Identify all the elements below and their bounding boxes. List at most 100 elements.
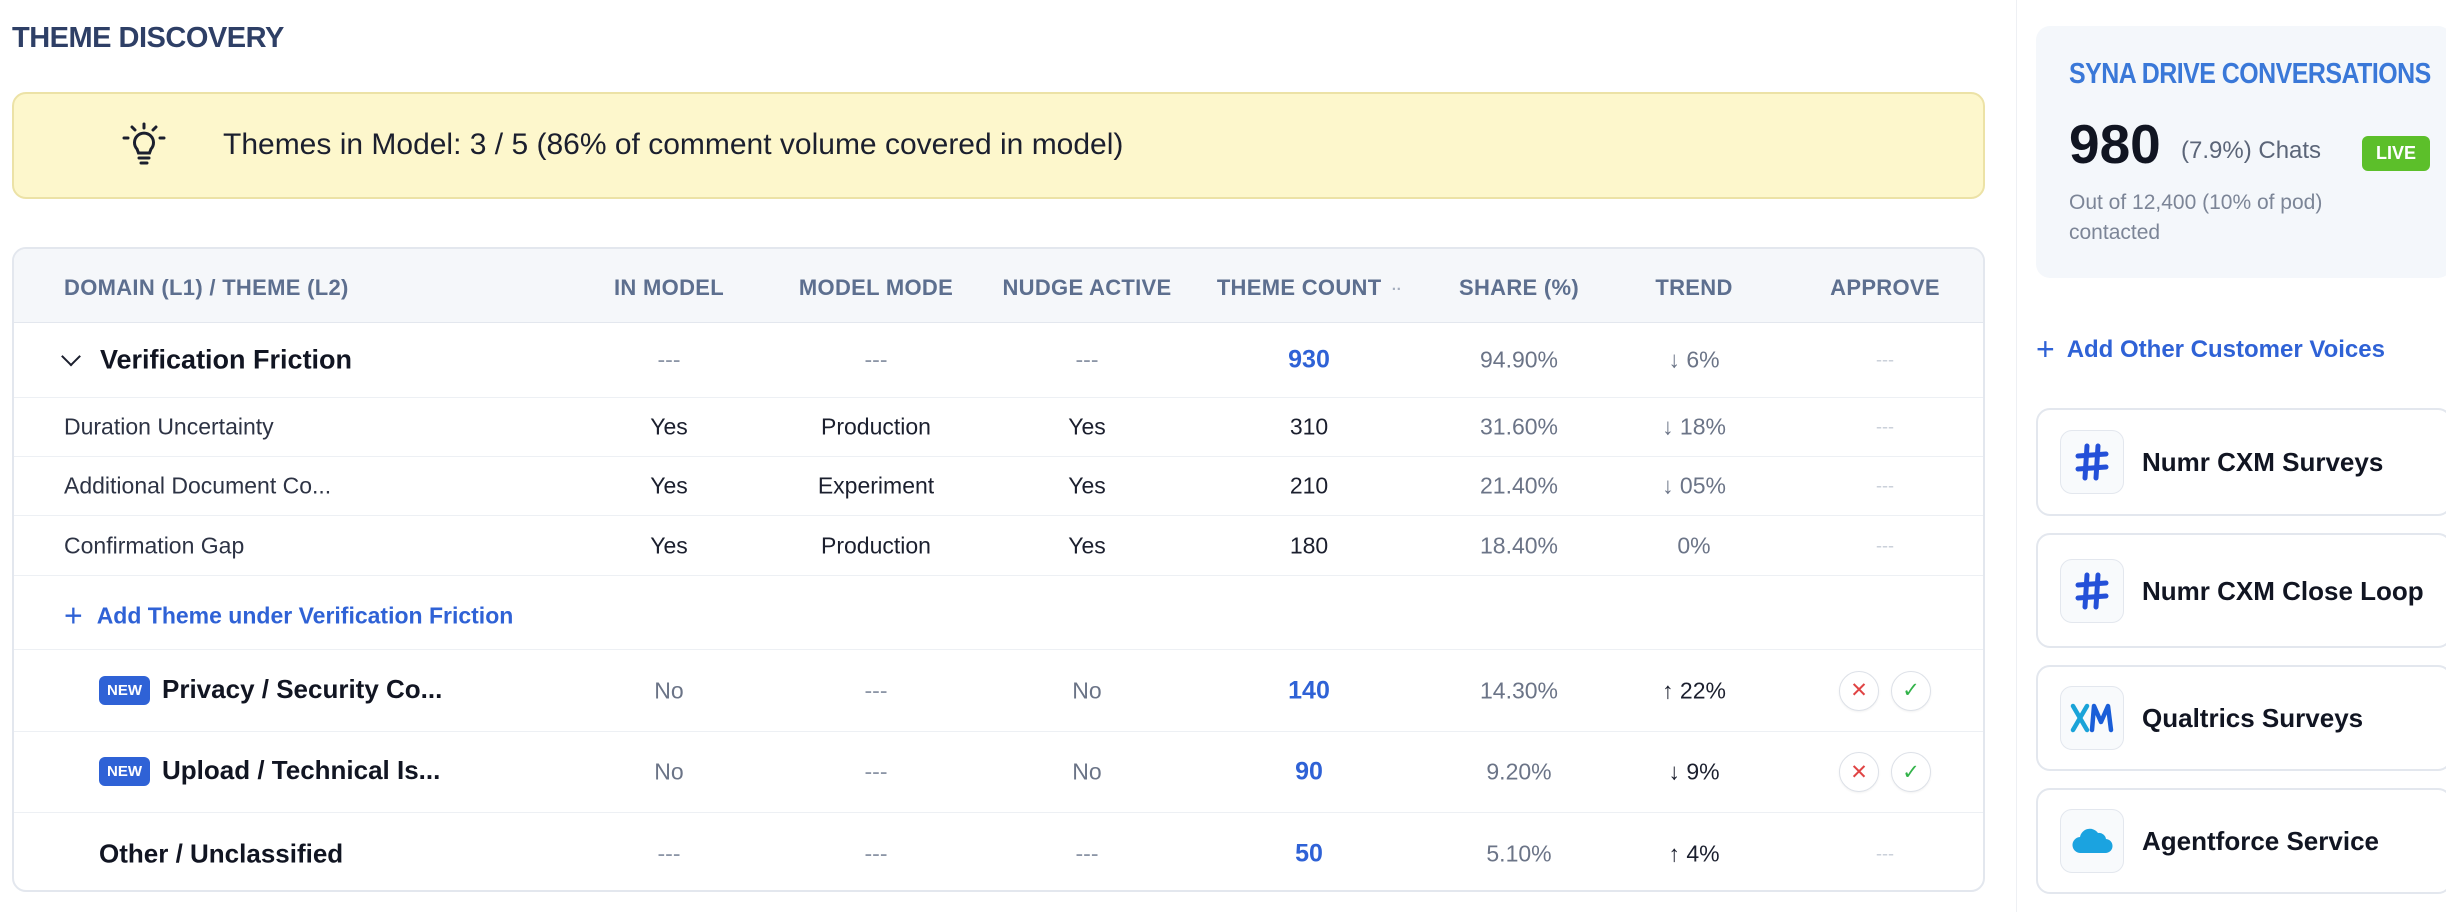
header-approve: APPROVE	[1830, 275, 1940, 300]
cell-nudge-active: ---	[1075, 840, 1099, 866]
cell-model-mode: Production	[821, 532, 931, 558]
header-nudge-active[interactable]: NUDGE ACTIVE	[1002, 275, 1172, 300]
syna-conversations-card: SYNA DRIVE CONVERSATIONS 980 (7.9%) Chat…	[2036, 26, 2446, 278]
theme-name[interactable]: NEW Privacy / Security Co...	[99, 674, 442, 708]
header-in-model[interactable]: IN MODEL	[614, 275, 724, 300]
cell-nudge-active: Yes	[1068, 472, 1106, 499]
cell-theme-count[interactable]: 930	[1288, 345, 1330, 374]
cell-share: 14.30%	[1479, 677, 1559, 703]
cell-nudge-active: Yes	[1068, 532, 1106, 558]
syna-title: SYNA DRIVE CONVERSATIONS	[2069, 58, 2431, 90]
voice-card-agentforce[interactable]: Agentforce Service	[2036, 788, 2446, 894]
table-row[interactable]: Additional Document Co... Yes Experiment…	[14, 457, 1983, 516]
table-row-other[interactable]: Other / Unclassified --- --- --- 50 5.10…	[14, 813, 1983, 890]
theme-name[interactable]: Confirmation Gap	[64, 532, 245, 558]
theme-name-label: Upload / Technical Is...	[162, 755, 441, 785]
approve-button[interactable]: ✓	[1891, 752, 1931, 792]
cell-theme-count: 180	[1289, 532, 1329, 558]
table-row-new[interactable]: NEW Privacy / Security Co... No --- No 14…	[14, 650, 1983, 732]
sort-icon[interactable]: ⋅⋅	[1391, 282, 1402, 297]
cell-trend: ↑ 4%	[1668, 840, 1720, 866]
add-voices-label: Add Other Customer Voices	[2066, 336, 2385, 363]
header-theme-count[interactable]: THEME COUNT ⋅⋅	[1217, 275, 1401, 301]
cell-nudge-active: ---	[1075, 346, 1099, 373]
theme-name-label: Privacy / Security Co...	[162, 673, 443, 704]
cell-approve: ---	[1876, 475, 1894, 496]
cell-theme-count[interactable]: 140	[1288, 676, 1330, 704]
cell-trend: ↓ 18%	[1662, 413, 1726, 440]
hash-icon	[2060, 558, 2124, 623]
header-trend[interactable]: TREND	[1655, 275, 1733, 300]
cell-theme-count[interactable]: 50	[1295, 839, 1323, 867]
table-row[interactable]: Confirmation Gap Yes Production Yes 180 …	[14, 516, 1983, 576]
table-row-new[interactable]: NEW Upload / Technical Is... No --- No 90…	[14, 732, 1983, 813]
cell-nudge-active: No	[1072, 758, 1102, 785]
cell-share: 9.20%	[1486, 758, 1552, 785]
cell-trend: ↓ 05%	[1662, 472, 1726, 499]
cell-in-model: Yes	[650, 413, 688, 440]
header-theme-count-label: THEME COUNT	[1216, 275, 1382, 300]
cell-theme-count[interactable]: 90	[1295, 757, 1323, 786]
reject-button[interactable]: ✕	[1839, 752, 1879, 792]
cell-nudge-active: No	[1072, 677, 1102, 703]
hash-icon	[2060, 430, 2124, 494]
add-voices-button[interactable]: + Add Other Customer Voices	[2036, 328, 2385, 367]
add-theme-label: Add Theme under Verification Friction	[96, 602, 514, 628]
cell-trend: ↓ 9%	[1668, 758, 1720, 785]
cell-trend: 0%	[1677, 532, 1711, 558]
header-domain[interactable]: DOMAIN (L1) / THEME (L2)	[64, 275, 349, 300]
approve-actions: ✕ ✓	[1839, 670, 1931, 711]
approve-actions: ✕ ✓	[1839, 752, 1931, 792]
plus-icon: +	[64, 597, 83, 633]
cell-trend: ↓ 6%	[1668, 346, 1720, 373]
table-row[interactable]: Duration Uncertainty Yes Production Yes …	[14, 398, 1983, 457]
lightbulb-icon	[122, 122, 166, 165]
cell-nudge-active: Yes	[1068, 413, 1106, 440]
theme-name[interactable]: NEW Upload / Technical Is...	[99, 755, 440, 789]
cell-trend: ↑ 22%	[1662, 677, 1726, 703]
voice-card-numr-close-loop[interactable]: Numr CXM Close Loop	[2036, 533, 2446, 648]
coverage-banner: Themes in Model: 3 / 5 (86% of comment v…	[12, 92, 1985, 199]
cell-share: 5.10%	[1486, 840, 1552, 866]
cell-approve: ---	[1876, 843, 1894, 863]
cell-model-mode: Production	[821, 413, 931, 440]
header-model-mode[interactable]: MODEL MODE	[798, 275, 954, 300]
new-badge: NEW	[99, 757, 150, 786]
cloud-icon	[2060, 809, 2124, 873]
plus-icon: +	[2036, 331, 2055, 367]
cell-model-mode: ---	[864, 677, 888, 703]
new-badge: NEW	[99, 675, 150, 705]
cell-in-model: Yes	[650, 532, 688, 558]
cell-share: 18.40%	[1479, 532, 1559, 558]
cell-in-model: Yes	[650, 472, 688, 499]
cell-approve: ---	[1876, 535, 1894, 555]
theme-name[interactable]: Duration Uncertainty	[64, 413, 274, 440]
chevron-down-icon[interactable]	[61, 346, 81, 367]
cell-approve: ---	[1876, 349, 1894, 370]
page-title: THEME DISCOVERY	[12, 22, 284, 54]
group-name-label: Verification Friction	[100, 344, 353, 375]
group-row-verification-friction[interactable]: Verification Friction --- --- --- 930 94…	[14, 323, 1983, 398]
add-theme-button[interactable]: + Add Theme under Verification Friction	[64, 594, 514, 633]
add-theme-row: + Add Theme under Verification Friction	[14, 576, 1983, 650]
xm-icon	[2060, 686, 2124, 750]
approve-button[interactable]: ✓	[1891, 670, 1931, 711]
header-share[interactable]: SHARE (%)	[1458, 275, 1580, 300]
cell-share: 31.60%	[1479, 413, 1559, 440]
side-panel: SYNA DRIVE CONVERSATIONS 980 (7.9%) Chat…	[2016, 0, 2446, 912]
cell-theme-count: 310	[1289, 413, 1329, 440]
group-name[interactable]: Verification Friction	[61, 344, 353, 376]
voice-card-numr-surveys[interactable]: Numr CXM Surveys	[2036, 408, 2446, 516]
theme-name[interactable]: Additional Document Co...	[64, 472, 332, 499]
reject-button[interactable]: ✕	[1839, 670, 1879, 711]
main-content: THEME DISCOVERY Themes in Model: 3 / 5 (…	[12, 22, 1985, 892]
syna-sub: (7.9%) Chats	[2181, 137, 2322, 164]
voice-label: Qualtrics Surveys	[2142, 703, 2364, 733]
cell-in-model: ---	[657, 840, 681, 866]
cell-in-model: No	[654, 677, 684, 703]
voice-card-qualtrics[interactable]: Qualtrics Surveys	[2036, 665, 2446, 771]
live-badge: LIVE	[2362, 136, 2431, 171]
syna-note: Out of 12,400 (10% of pod) contacted	[2069, 191, 2323, 244]
theme-name[interactable]: Other / Unclassified	[99, 838, 344, 868]
cell-model-mode: ---	[864, 840, 888, 866]
